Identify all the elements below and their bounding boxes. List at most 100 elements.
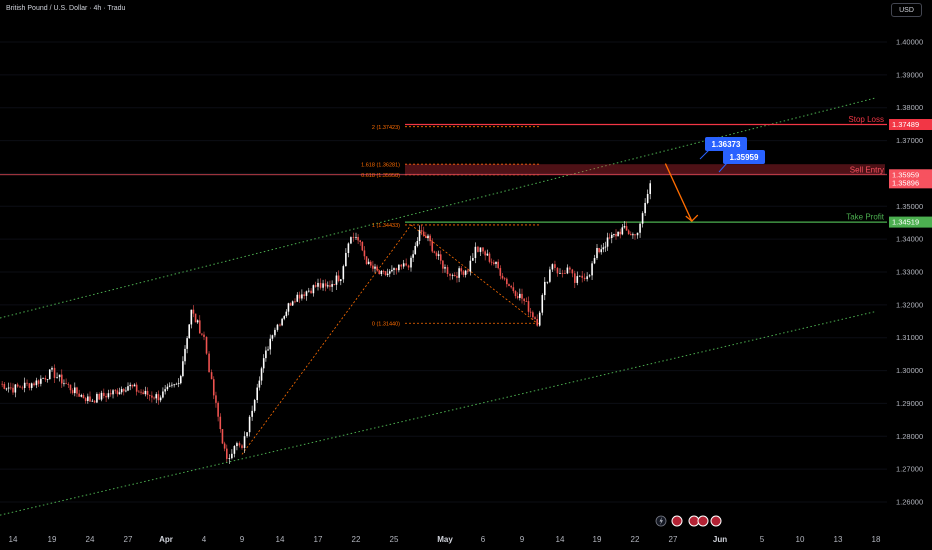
candle-body <box>274 329 276 336</box>
time-tick-label: 6 <box>481 535 486 544</box>
candle-body <box>144 390 147 395</box>
candle-body <box>246 432 248 437</box>
time-tick-label: 22 <box>352 535 361 544</box>
candle-body <box>425 235 427 239</box>
candle-body <box>490 261 493 263</box>
candle-body <box>497 261 499 269</box>
candle-body <box>125 390 127 392</box>
candle-body <box>437 254 440 256</box>
candle-body <box>324 283 327 287</box>
candle-body <box>610 234 613 239</box>
candle-body <box>442 260 444 269</box>
candle-body <box>69 384 72 391</box>
candle-body <box>615 233 617 237</box>
candle-body <box>400 264 403 267</box>
price-tick-label: 1.27000 <box>896 465 923 474</box>
candle-body <box>627 230 630 235</box>
candle-body <box>566 267 569 274</box>
candle-body <box>208 353 210 373</box>
candle-body <box>606 237 609 247</box>
candle-body <box>103 392 105 396</box>
candle-body <box>217 402 219 417</box>
candle-body <box>460 268 463 272</box>
us-flag-icon[interactable] <box>710 515 722 527</box>
candle-body <box>342 266 345 280</box>
candle-body <box>469 260 472 272</box>
candle-body <box>523 298 525 302</box>
fib-connector <box>410 224 538 324</box>
candle-body <box>538 312 541 326</box>
candle-body <box>177 383 180 385</box>
time-tick-label: 17 <box>314 535 323 544</box>
candle-body <box>333 284 336 285</box>
candle-body <box>621 227 624 235</box>
candle-body <box>44 377 47 380</box>
symbol-title[interactable]: British Pound / U.S. Dollar · 4h · Tradu <box>6 5 126 12</box>
price-tag-background <box>889 119 932 131</box>
candle-body <box>198 320 201 334</box>
candle-body <box>398 264 400 271</box>
candle-body <box>26 382 28 384</box>
candle-body <box>23 382 26 388</box>
candle-body <box>67 383 70 385</box>
candle-body <box>418 230 421 241</box>
candle-body <box>188 324 191 339</box>
time-axis[interactable]: 14 19 24 27 Apr 4 9 14 17 22 25 May 6 9 14 19 22 27 Jun 5 10… <box>9 535 881 544</box>
candle-body <box>16 384 19 387</box>
candle-body <box>405 263 407 266</box>
price-axis[interactable]: 1.400001.390001.380001.370001.360001.350… <box>896 38 923 507</box>
candle-body <box>48 369 51 380</box>
candle-body <box>164 389 166 392</box>
candle-body <box>433 251 436 253</box>
candle-body <box>116 390 119 395</box>
candle-body <box>322 283 324 288</box>
candle-body <box>479 247 482 252</box>
candle-body <box>335 275 338 285</box>
candle-body <box>355 236 357 238</box>
candle-body <box>512 287 515 292</box>
candle-body <box>155 394 158 399</box>
price-tick-label: 1.30000 <box>896 366 923 375</box>
price-tag-label: 1.35959 <box>892 170 919 179</box>
candle-body <box>574 273 576 283</box>
time-axis-background <box>0 529 932 550</box>
time-tick-label: 24 <box>86 535 95 544</box>
candle-body <box>301 294 303 299</box>
candle-body <box>541 295 544 313</box>
candle-body <box>58 374 61 378</box>
candle-body <box>21 387 24 389</box>
candle-body <box>420 230 423 232</box>
candle-body <box>451 275 454 276</box>
candle-body <box>241 445 243 448</box>
candle-body <box>493 262 495 265</box>
candle-body <box>361 241 364 251</box>
currency-button[interactable]: USD <box>891 3 922 17</box>
candle-body <box>639 223 641 233</box>
candle-body <box>243 436 246 448</box>
candle-body <box>131 384 134 387</box>
candle-body <box>291 301 294 306</box>
candle-body <box>591 263 593 276</box>
candle-body <box>386 273 389 275</box>
candle-body <box>298 294 301 299</box>
candle-body <box>269 338 272 350</box>
us-flag-icon[interactable] <box>671 515 683 527</box>
candle-body <box>35 380 38 386</box>
candle-body <box>307 290 310 292</box>
candle-body <box>536 319 538 326</box>
candle-body <box>384 271 387 275</box>
price-axis-labels: 1.37489 1.35959 1.34519 1.35896 <box>889 119 932 228</box>
candle-body <box>444 267 446 269</box>
candle-body <box>312 285 315 294</box>
candle-body <box>33 383 35 386</box>
candle-body <box>380 270 383 275</box>
time-tick-label: 27 <box>124 535 133 544</box>
candle-body <box>65 383 67 385</box>
candles <box>1 180 651 465</box>
candle-body <box>148 394 151 396</box>
fib-level-label: 2 (1.37423) <box>372 125 400 131</box>
us-flag-icon[interactable] <box>697 515 709 527</box>
candle-body <box>112 390 114 395</box>
candle-body <box>464 270 467 275</box>
